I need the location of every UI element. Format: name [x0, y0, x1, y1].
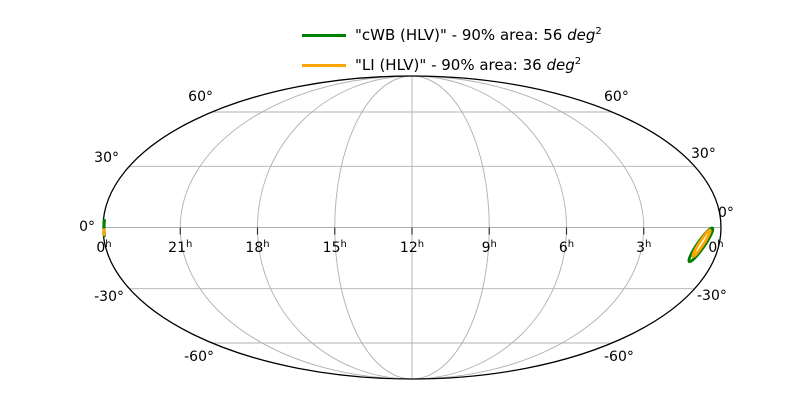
dec-label-left--30: -30°	[94, 289, 124, 305]
ra-label-9h: 9h	[482, 239, 497, 256]
legend-label-cwb: "cWB (HLV)" - 90% area: 56 deg2	[355, 26, 602, 44]
dec-label-right-30: 30°	[691, 146, 716, 162]
dec-label-left-60: 60°	[188, 89, 213, 105]
ra-label-0h: 0h	[708, 239, 723, 256]
legend-label-li-text: "LI (HLV)" - 90% area: 36	[355, 56, 547, 74]
dec-label-left-30: 30°	[94, 150, 119, 166]
legend-line-swatch-cwb	[302, 33, 346, 37]
ra-label-6h: 6h	[559, 239, 574, 256]
legend-label-li-unit: deg	[546, 56, 575, 74]
legend-label-cwb-text: "cWB (HLV)" - 90% area: 56	[355, 26, 568, 44]
dec-label-right--30: -30°	[697, 288, 727, 304]
ra-label-24h: 0h	[96, 239, 111, 256]
legend: "cWB (HLV)" - 90% area: 56 deg2 "LI (HLV…	[302, 20, 602, 80]
legend-label-li-exponent: 2	[574, 56, 582, 67]
dec-label-left--60: -60°	[184, 349, 214, 365]
ra-label-15h: 15h	[323, 239, 347, 256]
contour-li	[691, 228, 712, 258]
dec-label-right-60: 60°	[604, 89, 629, 105]
ra-label-21h: 21h	[168, 239, 192, 256]
ra-label-12h: 12h	[400, 239, 424, 256]
legend-item-cwb: "cWB (HLV)" - 90% area: 56 deg2	[302, 20, 602, 50]
legend-label-cwb-exponent: 2	[595, 26, 602, 37]
ra-label-18h: 18h	[245, 239, 269, 256]
dec-label-right--60: -60°	[604, 349, 634, 365]
dec-label-left-0: 0°	[79, 219, 95, 235]
legend-line-swatch-li	[302, 63, 346, 67]
legend-label-li: "LI (HLV)" - 90% area: 36 deg2	[355, 56, 581, 74]
legend-item-li: "LI (HLV)" - 90% area: 36 deg2	[302, 50, 602, 80]
dec-label-right-0: 0°	[718, 205, 734, 221]
ra-label-3h: 3h	[636, 239, 651, 256]
legend-label-cwb-unit: deg	[567, 26, 596, 44]
